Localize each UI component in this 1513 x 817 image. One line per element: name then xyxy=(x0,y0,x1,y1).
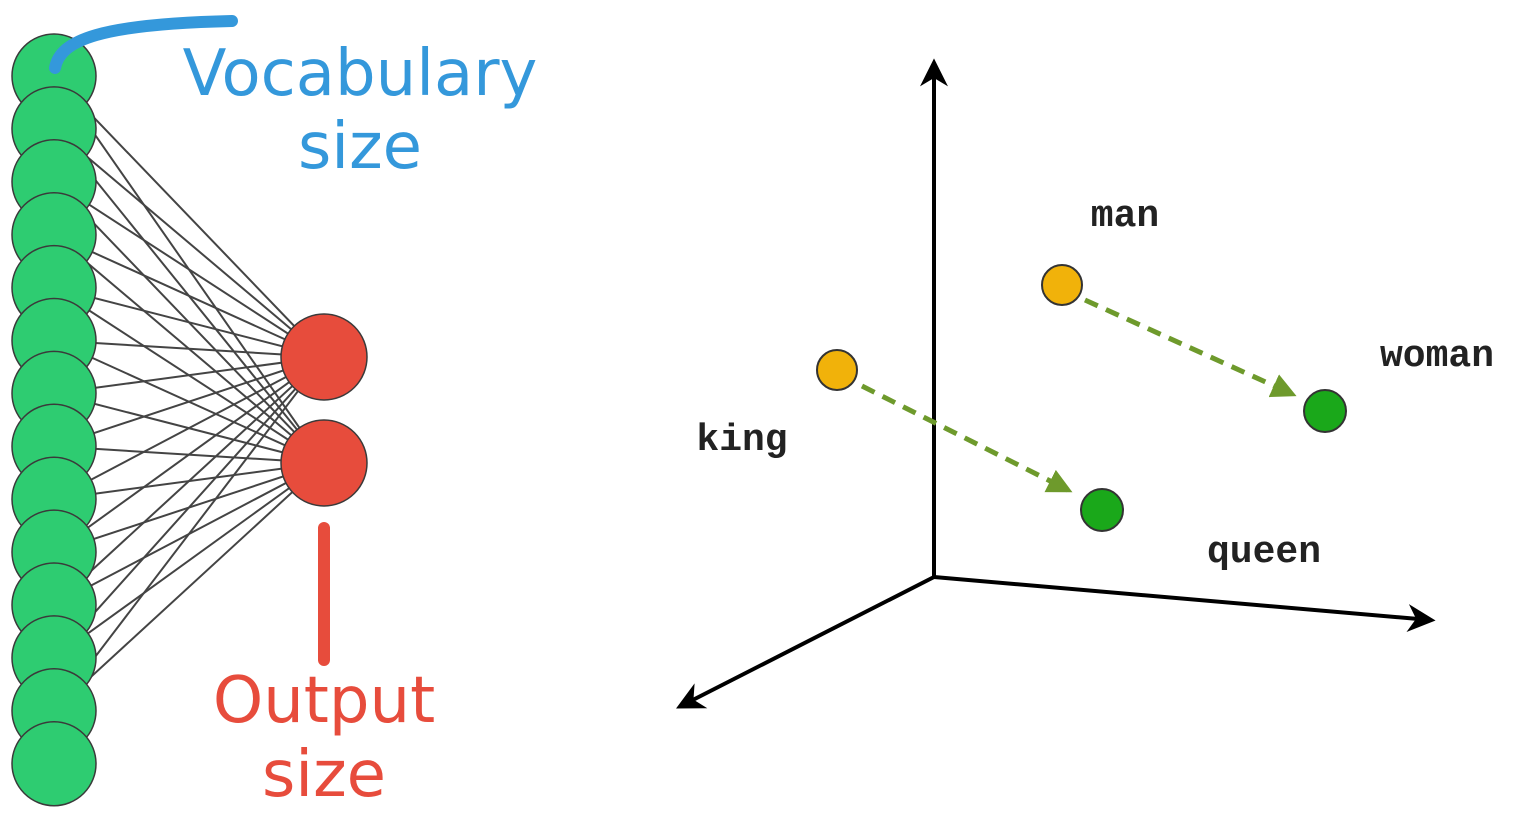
connection-edge xyxy=(53,75,325,358)
input-layer xyxy=(11,33,97,807)
word-label-man: man xyxy=(1091,195,1159,238)
connection-edge xyxy=(53,128,325,358)
connection-edge xyxy=(53,233,325,358)
connection-edge xyxy=(53,356,325,712)
word-point-queen xyxy=(1080,488,1124,532)
output-node xyxy=(280,313,368,401)
output-label-line1: Output xyxy=(213,664,435,738)
arrow-man-to-woman xyxy=(1083,297,1297,398)
connection-edge xyxy=(53,339,325,358)
connection-edge xyxy=(53,286,325,358)
connection-edge xyxy=(53,356,325,553)
connection-edge xyxy=(53,356,325,606)
input-node xyxy=(11,720,97,807)
vocabulary-bracket xyxy=(49,15,238,74)
horizontal-axis xyxy=(933,575,1436,633)
connection-edge xyxy=(53,462,325,659)
word-label-king: king xyxy=(696,419,787,462)
network-connections xyxy=(53,75,325,712)
connection-edge xyxy=(53,356,325,448)
axes xyxy=(676,58,1436,709)
word-point-man xyxy=(1041,264,1083,306)
word-label-queen: queen xyxy=(1207,531,1321,574)
connection-edge xyxy=(53,462,325,712)
word-point-woman xyxy=(1303,389,1347,433)
word-label-woman: woman xyxy=(1380,335,1494,378)
word-point-king xyxy=(816,349,858,391)
arrow-king-to-queen xyxy=(860,383,1073,493)
connection-edge xyxy=(53,356,325,395)
output-label-line2: size xyxy=(262,738,386,812)
vocabulary-label-line1: Vocabulary xyxy=(183,37,538,111)
output-layer xyxy=(280,313,368,507)
output-node xyxy=(280,419,368,507)
connection-edge xyxy=(53,356,325,501)
connection-edge xyxy=(53,356,325,659)
connection-edge xyxy=(53,180,325,358)
depth-axis xyxy=(676,575,935,709)
vocabulary-label-line2: size xyxy=(298,110,422,184)
